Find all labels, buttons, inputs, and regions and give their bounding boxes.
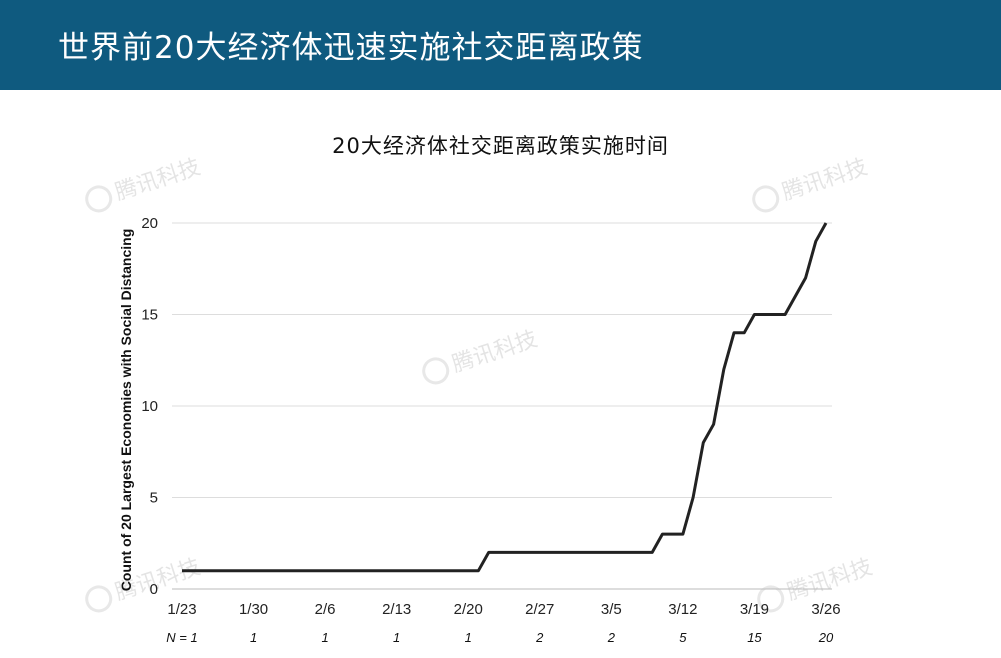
y-tick-label: 15 [141, 307, 158, 324]
n-label: 1 [393, 630, 400, 645]
n-label: 15 [747, 630, 762, 645]
x-tick-label: 2/6 [315, 601, 336, 618]
y-tick-label: 0 [150, 581, 158, 598]
y-tick-label: 20 [141, 215, 158, 232]
n-label: 1 [250, 630, 257, 645]
n-label: 2 [607, 630, 616, 645]
watermark: 腾讯科技 [422, 327, 541, 385]
x-tick-label: 3/19 [740, 601, 769, 618]
n-label: 1 [465, 630, 472, 645]
x-tick-label: 2/27 [525, 601, 554, 618]
watermark-text: 腾讯科技 [112, 155, 203, 206]
y-tick-labels: 0 5 10 15 20 [141, 215, 158, 598]
watermark-logo-icon [752, 185, 780, 213]
x-tick-label: 2/13 [382, 601, 411, 618]
n-label: 20 [818, 630, 834, 645]
n-count-labels: N = 1 1 1 1 1 2 2 5 15 20 [166, 630, 834, 645]
header-banner: 世界前20大经济体迅速实施社交距离政策 [0, 0, 1001, 90]
y-axis-label: Count of 20 Largest Economies with Socia… [118, 229, 134, 592]
series-line [182, 222, 828, 573]
watermark-text: 腾讯科技 [779, 155, 870, 206]
x-tick-label: 1/23 [167, 601, 196, 618]
x-tick-label: 2/20 [454, 601, 483, 618]
page-title: 世界前20大经济体迅速实施社交距离政策 [58, 30, 644, 66]
watermark-logo-icon [85, 585, 113, 613]
watermark-logo-icon [757, 585, 785, 613]
x-tick-label: 1/30 [239, 601, 268, 618]
n-label: 5 [679, 630, 687, 645]
n-label: N = 1 [166, 630, 197, 645]
n-label: 2 [535, 630, 544, 645]
watermark: 腾讯科技 [752, 155, 871, 213]
watermark-logo-icon [85, 185, 113, 213]
watermark-text: 腾讯科技 [784, 555, 875, 606]
watermark-text: 腾讯科技 [449, 327, 540, 378]
watermark-logo-icon [422, 357, 450, 385]
x-tick-label: 3/5 [601, 601, 622, 618]
watermark: 腾讯科技 [85, 155, 204, 213]
gridlines [172, 222, 832, 590]
n-label: 1 [321, 630, 328, 645]
x-tick-labels: 1/23 1/30 2/6 2/13 2/20 2/27 3/5 3/12 3/19 3/26 [167, 601, 840, 618]
y-tick-label: 5 [150, 490, 158, 507]
chart-title: 20大经济体社交距离政策实施时间 [332, 134, 669, 158]
x-tick-label: 3/26 [811, 601, 840, 618]
series-layer [182, 222, 828, 573]
y-tick-label: 10 [141, 398, 158, 415]
x-tick-label: 3/12 [668, 601, 697, 618]
